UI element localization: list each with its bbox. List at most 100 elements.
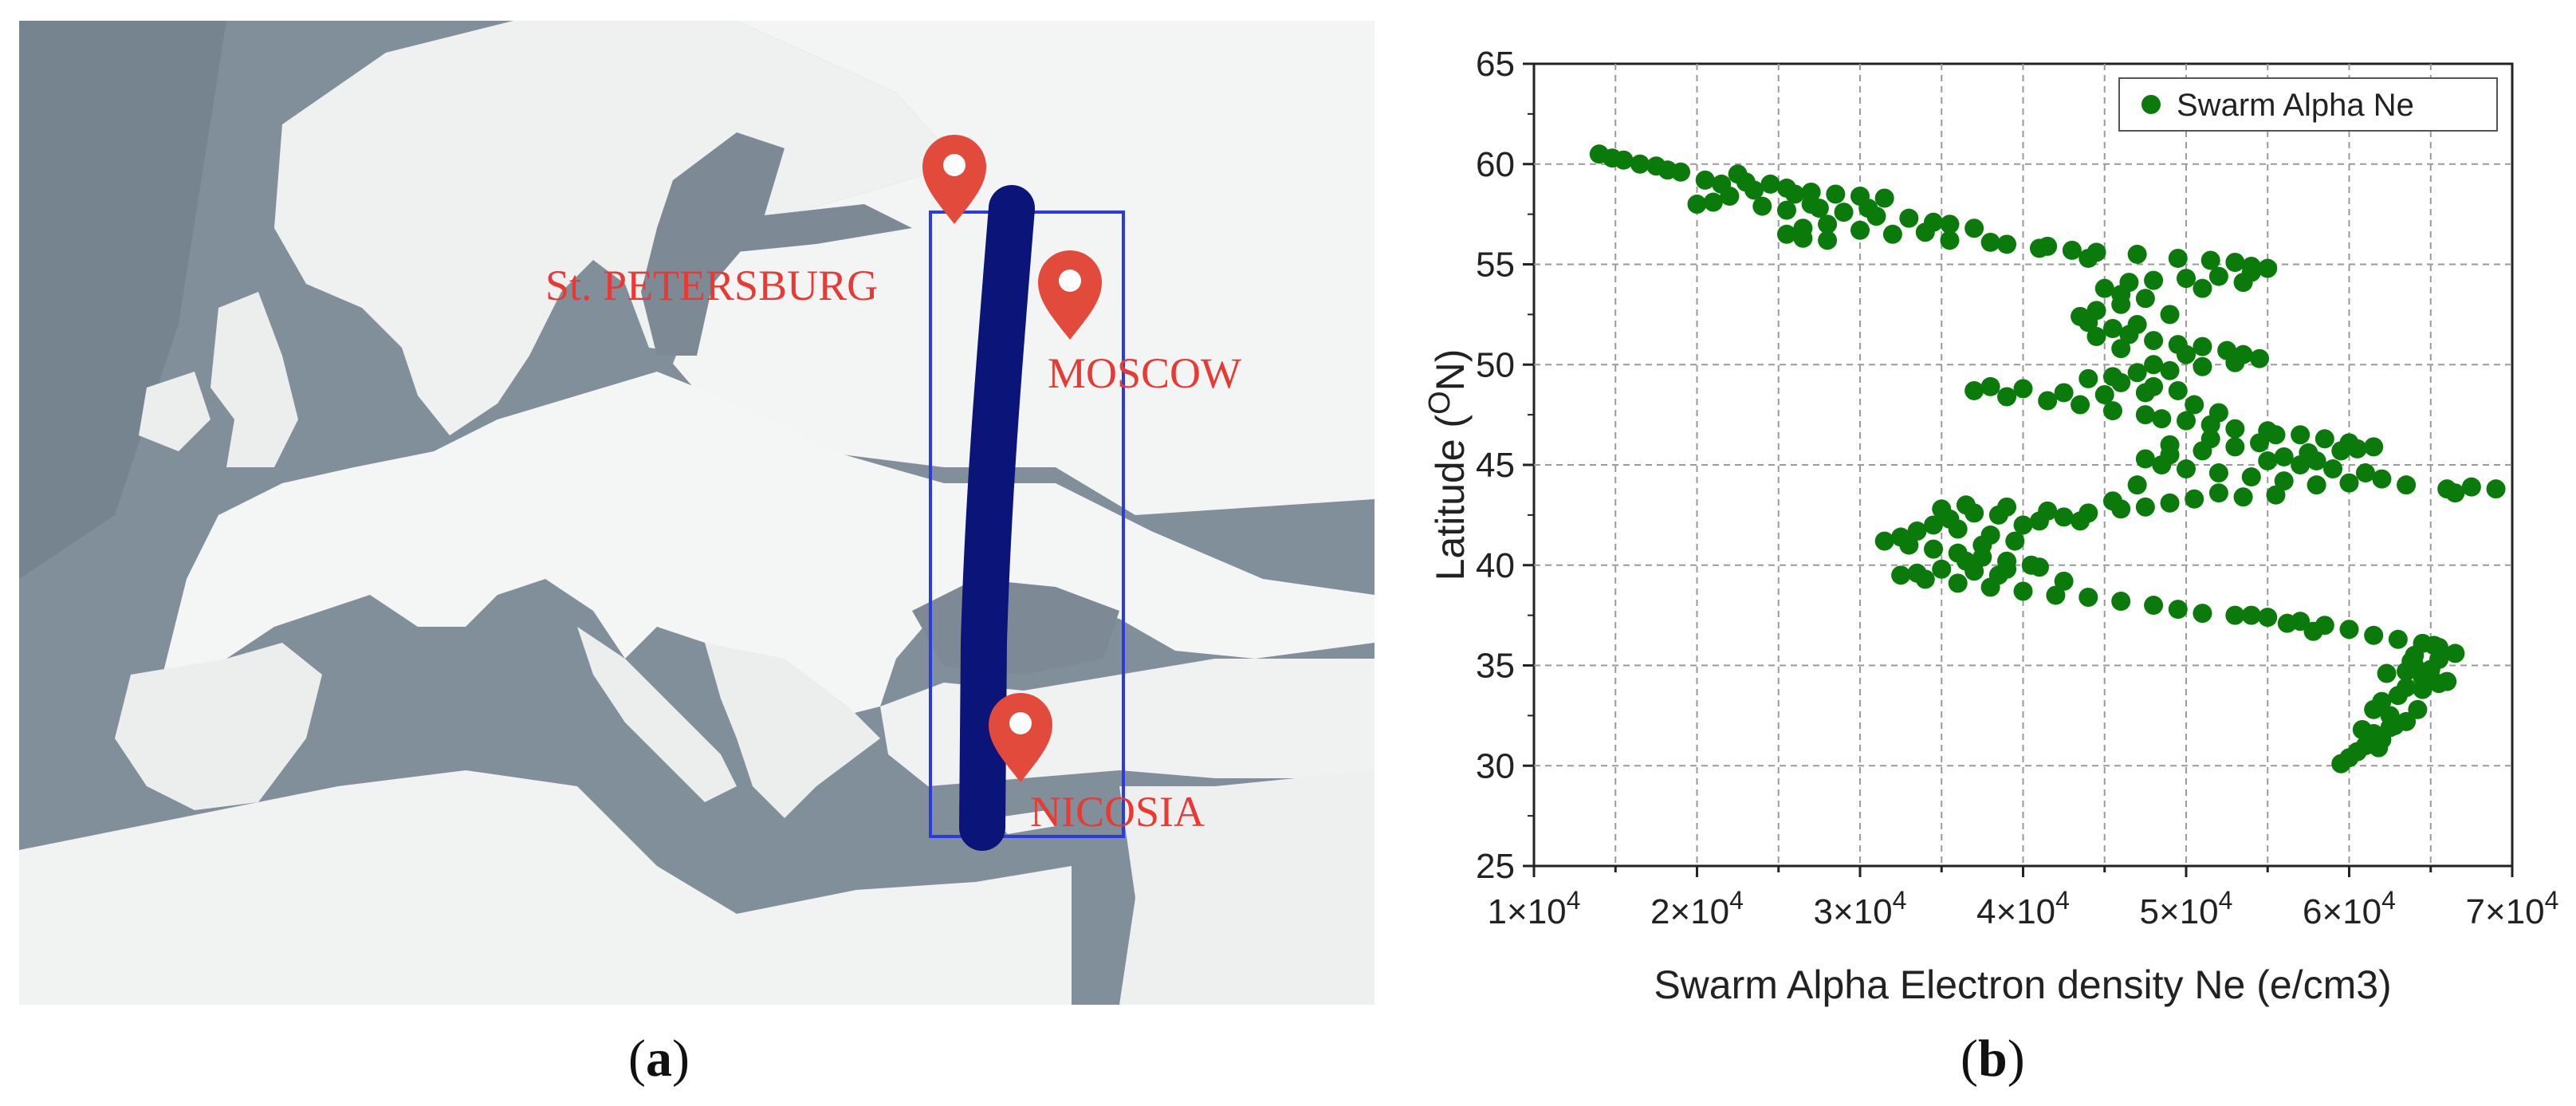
data-point — [1940, 230, 1960, 250]
data-point — [1703, 192, 1723, 212]
data-point — [1818, 230, 1838, 250]
data-point — [2241, 467, 2261, 487]
x-tick-label: 6×104 — [2303, 886, 2396, 931]
data-point — [2369, 738, 2389, 758]
y-tick-label: 60 — [1476, 145, 1515, 184]
data-point — [2225, 437, 2245, 457]
y-tick-label: 55 — [1476, 246, 1515, 285]
scatter-chart: 1×104 2×104 3×104 4×104 5×104 6×104 7×104 25 30 3… — [1423, 45, 2559, 1007]
data-points — [1589, 144, 2506, 773]
data-point — [2168, 248, 2188, 268]
data-point — [1728, 164, 1748, 184]
data-point — [2135, 497, 2155, 517]
data-point — [2233, 487, 2253, 507]
data-point — [1988, 565, 2008, 585]
data-point — [2127, 363, 2147, 383]
data-point — [2102, 491, 2122, 511]
data-point — [1891, 565, 1911, 585]
satellite-track — [959, 185, 1035, 851]
data-point — [1948, 519, 1968, 539]
data-point — [2200, 429, 2220, 449]
data-point — [2078, 368, 2098, 388]
data-point — [2233, 273, 2253, 293]
data-point — [2352, 719, 2372, 739]
x-tick-label: 4×104 — [1976, 886, 2070, 931]
data-point — [1826, 184, 1846, 204]
data-point — [2168, 380, 2188, 400]
data-point — [1924, 515, 1944, 535]
map-pin-icon-nicosia — [989, 693, 1052, 782]
data-point — [2364, 699, 2384, 719]
data-point — [2291, 455, 2311, 474]
data-point — [2144, 270, 2164, 290]
data-point — [2168, 600, 2188, 620]
data-point — [1924, 539, 1944, 559]
data-point — [2086, 327, 2106, 347]
data-point — [1630, 154, 1650, 174]
data-point — [1997, 497, 2017, 517]
data-point — [2038, 236, 2058, 256]
data-point — [1932, 499, 1952, 519]
data-point — [2331, 441, 2351, 461]
data-point — [2078, 587, 2098, 607]
data-point — [1915, 569, 1935, 589]
x-tick-label: 5×104 — [2140, 886, 2233, 931]
data-point — [2397, 475, 2417, 495]
data-point — [2225, 252, 2245, 272]
data-point — [1801, 195, 1821, 215]
data-point — [1997, 234, 2017, 254]
data-point — [2413, 679, 2432, 699]
data-point — [2377, 663, 2397, 683]
data-point — [1964, 218, 1984, 238]
city-label-moscow: MOSCOW — [1048, 349, 1241, 397]
data-point — [2208, 463, 2228, 483]
data-point — [2177, 269, 2196, 289]
data-point — [1818, 215, 1838, 234]
data-point — [1899, 535, 1919, 555]
data-point — [2241, 605, 2261, 625]
data-point — [2135, 383, 2155, 403]
data-point — [2208, 266, 2228, 286]
data-point — [2277, 613, 2297, 633]
legend-label: Swarm Alpha Ne — [2177, 88, 2414, 123]
map-pin-icon-moscow — [1038, 250, 1102, 340]
data-point — [2013, 581, 2033, 601]
land-iberia — [115, 643, 322, 810]
data-point — [1874, 188, 1894, 208]
data-point — [2144, 355, 2164, 375]
data-point — [2078, 248, 2098, 268]
data-point — [2038, 391, 2058, 411]
data-point — [2029, 557, 2049, 577]
data-point — [2111, 339, 2131, 359]
data-point — [1980, 376, 2000, 396]
data-point — [1785, 184, 1805, 204]
data-point — [2314, 429, 2334, 449]
data-point — [1956, 551, 1976, 571]
data-point — [1760, 174, 1780, 194]
data-point — [1972, 535, 1992, 555]
land-africa — [19, 770, 1072, 1005]
data-point — [1874, 531, 1894, 551]
data-point — [1932, 559, 1952, 579]
data-point — [1614, 150, 1634, 170]
data-point — [2445, 644, 2465, 663]
city-label-st-petersburg: St. PETERSBURG — [545, 262, 878, 309]
data-point — [2005, 531, 2025, 551]
data-point — [1882, 224, 1902, 244]
caption-b: (b) — [1961, 1029, 2025, 1088]
data-point — [2225, 419, 2245, 439]
land-ireland — [139, 372, 210, 451]
land-britain — [210, 292, 298, 467]
x-tick-label: 1×104 — [1488, 886, 1581, 931]
legend-box — [2118, 77, 2498, 132]
data-point — [2111, 592, 2131, 612]
data-point — [2111, 294, 2131, 314]
data-point — [2258, 451, 2278, 470]
data-point — [2160, 435, 2180, 455]
data-point — [2160, 360, 2180, 380]
data-point — [2127, 244, 2147, 264]
data-point — [1834, 203, 1854, 222]
data-point — [2486, 479, 2506, 499]
x-tick-label: 7×104 — [2466, 886, 2559, 931]
data-point — [1858, 199, 1878, 218]
